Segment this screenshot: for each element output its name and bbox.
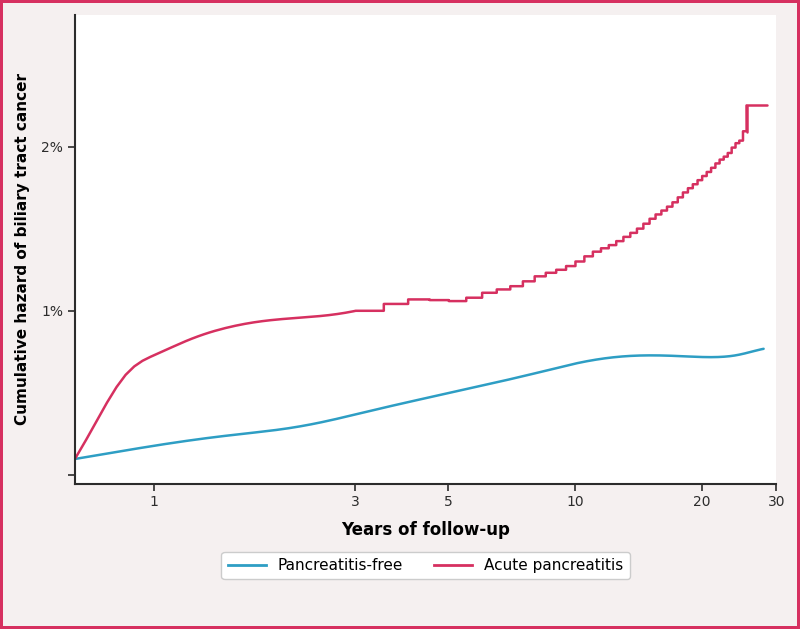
X-axis label: Years of follow-up: Years of follow-up	[341, 521, 510, 538]
Legend: Pancreatitis-free, Acute pancreatitis: Pancreatitis-free, Acute pancreatitis	[222, 552, 630, 579]
Y-axis label: Cumulative hazard of biliary tract cancer: Cumulative hazard of biliary tract cance…	[15, 74, 30, 425]
